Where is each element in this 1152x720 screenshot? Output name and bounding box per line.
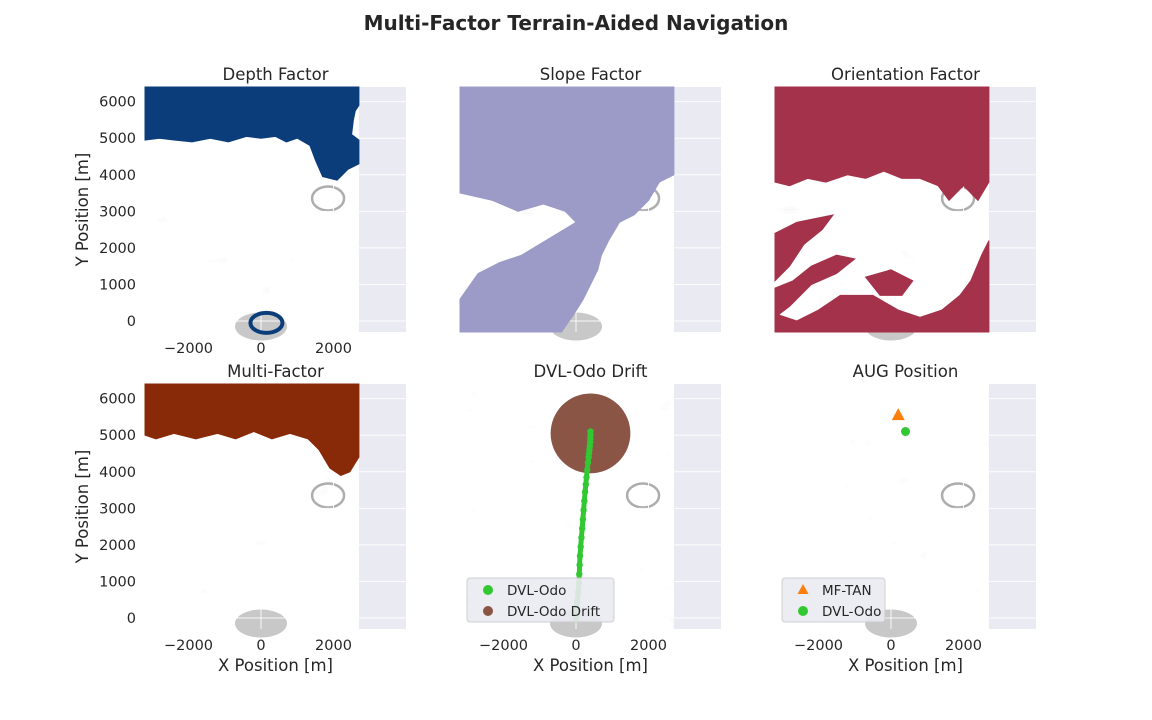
panel-title: DVL-Odo Drift (534, 362, 648, 381)
x-tick-label: 2000 (315, 638, 352, 654)
legend-label: DVL-Odo (822, 604, 881, 620)
mf-tan-marker (891, 408, 905, 421)
legend-marker-mf-tan (797, 584, 809, 594)
panel-title: AUG Position (853, 362, 959, 381)
x-tick-label: −2000 (164, 341, 213, 357)
x-tick-label: 0 (571, 638, 580, 654)
slope-region (459, 86, 675, 333)
y-tick-label: 3000 (99, 501, 136, 517)
legend-label: DVL-Odo (507, 583, 566, 599)
depth-ring-region (248, 310, 285, 335)
panel-6: MF-TAN DVL-Odo AUG Position −2000 0 2000 X Pos… (775, 362, 1036, 675)
seamount-feature (310, 482, 346, 509)
x-tick-label: 0 (886, 638, 895, 654)
orientation-region (774, 254, 856, 319)
y-tick-label: 2000 (99, 241, 136, 257)
legend-frame (466, 577, 615, 623)
legend-marker-dvl-odo (483, 585, 493, 595)
x-axis-label: X Position [m] (533, 656, 648, 675)
y-tick-label: 0 (127, 611, 136, 627)
orientation-region (864, 269, 914, 296)
panel-3: Orientation Factor (774, 65, 1036, 341)
y-tick-label: 4000 (99, 168, 136, 184)
x-tick-label: −2000 (479, 638, 528, 654)
panel-title: Orientation Factor (831, 65, 980, 84)
legend-marker-dvl-odo (798, 606, 808, 616)
y-tick-label: 2000 (99, 538, 136, 554)
multi-region (144, 383, 360, 476)
x-tick-label: −2000 (794, 638, 843, 654)
x-tick-label: −2000 (164, 638, 213, 654)
figure-title: Multi-Factor Terrain-Aided Navigation (364, 11, 789, 35)
panel-title: Slope Factor (540, 65, 642, 84)
panel-title: Depth Factor (222, 65, 328, 84)
dvl-odo-point (901, 427, 910, 437)
panel-2: Slope Factor (459, 65, 721, 341)
y-tick-label: 4000 (99, 465, 136, 481)
x-tick-label: 0 (256, 638, 265, 654)
orientation-region (774, 214, 835, 283)
seamount-feature (940, 482, 976, 509)
y-tick-label: 5000 (99, 428, 136, 444)
x-tick-label: 0 (256, 341, 265, 357)
x-tick-label: 2000 (315, 341, 352, 357)
panel-1: Depth Factor 0 1000 2000 3000 4000 5000 6000 −20… (73, 65, 406, 357)
y-tick-label: 0 (127, 314, 136, 330)
y-tick-label: 6000 (99, 95, 136, 111)
y-axis-label: Y Position [m] (73, 153, 92, 268)
panel-5: DVL-Odo DVL-Odo Drift DVL-Odo Drift −2000 0 2… (460, 362, 721, 675)
y-tick-label: 3000 (99, 204, 136, 220)
y-tick-label: 6000 (99, 392, 136, 408)
panel-title: Multi-Factor (227, 362, 324, 381)
legend-label: MF-TAN (822, 583, 872, 599)
x-axis-label: X Position [m] (218, 656, 333, 675)
y-axis-label: Y Position [m] (73, 450, 92, 565)
legend-marker-drift (483, 606, 493, 616)
orientation-region (774, 240, 990, 333)
legend: MF-TAN DVL-Odo (781, 577, 886, 623)
x-axis-label: X Position [m] (848, 656, 963, 675)
seamount-feature (310, 185, 346, 212)
y-tick-label: 1000 (99, 277, 136, 293)
y-tick-label: 5000 (99, 131, 136, 147)
depth-region (144, 86, 360, 181)
y-tick-label: 1000 (99, 574, 136, 590)
seamount-feature (625, 482, 661, 509)
x-tick-label: 2000 (630, 638, 667, 654)
legend-label: DVL-Odo Drift (507, 604, 600, 620)
x-tick-label: 2000 (945, 638, 982, 654)
orientation-region (774, 86, 990, 202)
legend: DVL-Odo DVL-Odo Drift (466, 577, 615, 623)
panel-4: Multi-Factor 0 1000 2000 3000 4000 5000 6000 −20… (73, 362, 406, 675)
